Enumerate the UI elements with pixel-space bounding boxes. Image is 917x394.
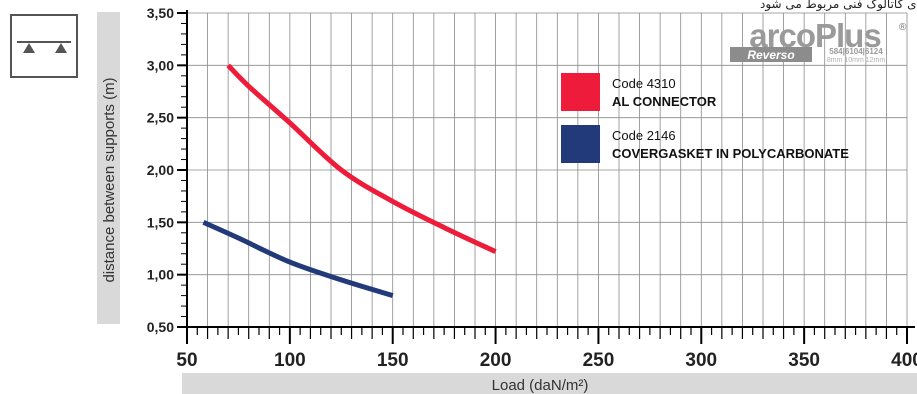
- x-tick-label: 200: [480, 350, 512, 371]
- logo-sub-badge: Reverso: [747, 48, 794, 62]
- series-lines: [202, 63, 497, 298]
- y-tick-label: 1,00: [147, 267, 174, 283]
- x-tick-label: 250: [583, 350, 615, 371]
- y-tick-label: 2,50: [147, 110, 174, 126]
- tick-labels: 50 100 150 200 250 300 350 400 0,50 1,00 1,50 2,00 2…: [147, 5, 917, 371]
- legend-code: Code 4310: [612, 76, 676, 91]
- legend-name: AL CONNECTOR: [612, 94, 717, 109]
- tick-marks: [177, 12, 908, 344]
- logo-thicknesses: 8mm 10mm 12mm: [827, 57, 886, 64]
- x-axis-band: [182, 373, 917, 394]
- y-tick-label: 1,50: [147, 214, 174, 230]
- x-axis-title: Load (daN/m²): [492, 377, 589, 394]
- y-tick-label: 0,50: [147, 319, 174, 335]
- x-tick-label: 50: [176, 350, 197, 371]
- y-tick-label: 3,00: [147, 57, 174, 73]
- legend-code: Code 2146: [612, 128, 676, 143]
- series-line-red: [226, 63, 497, 254]
- series-line-blue: [202, 220, 394, 298]
- legend-swatch-blue: [561, 125, 600, 163]
- x-tick-label: 100: [274, 350, 306, 371]
- legend: Code 4310 AL CONNECTOR Code 2146 COVERGA…: [561, 73, 849, 163]
- logo-codes: 584|6104|6124: [829, 47, 883, 56]
- y-axis-band: [97, 12, 120, 324]
- legend-item-red: Code 4310 AL CONNECTOR: [561, 73, 717, 111]
- x-tick-label: 300: [685, 350, 717, 371]
- registered-mark: ®: [899, 22, 907, 33]
- legend-name: COVERGASKET IN POLYCARBONATE: [612, 146, 849, 161]
- y-axis-title: distance between supports (m): [101, 77, 118, 282]
- x-tick-label: 150: [377, 350, 409, 371]
- x-tick-label: 350: [788, 350, 820, 371]
- grid-lines: [187, 12, 908, 327]
- legend-swatch-red: [561, 73, 600, 111]
- y-tick-label: 3,50: [147, 5, 174, 21]
- simply-supported-beam-icon: [10, 14, 78, 78]
- y-tick-label: 2,00: [147, 162, 174, 178]
- x-tick-label: 400: [891, 350, 917, 371]
- arcoplus-logo: arcoPlus ® Reverso 584|6104|6124 8mm 10m…: [730, 17, 907, 64]
- legend-item-blue: Code 2146 COVERGASKET IN POLYCARBONATE: [561, 125, 849, 163]
- header-note: مقادیر زیر به محصولات نصب شده بر طبق توص…: [760, 0, 917, 12]
